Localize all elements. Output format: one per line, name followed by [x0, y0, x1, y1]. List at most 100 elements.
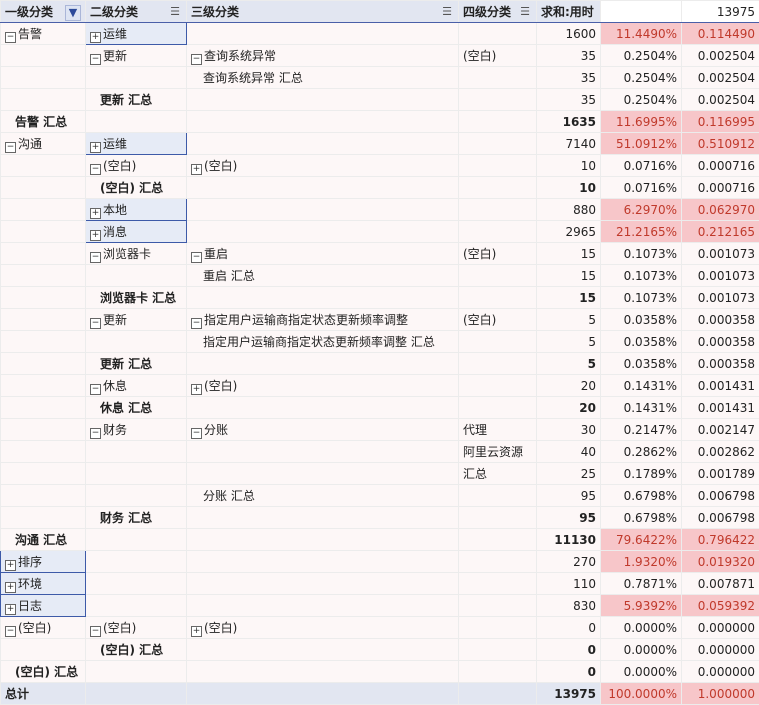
cell-sum[interactable]: 7140 — [537, 133, 601, 155]
cell-level3[interactable]: −重启 — [187, 243, 459, 265]
cell-sum[interactable]: 30 — [537, 419, 601, 441]
cell-level3[interactable]: 分账 汇总 — [187, 485, 459, 507]
cell-level2[interactable] — [86, 529, 187, 551]
cell-level1[interactable] — [1, 639, 86, 661]
cell-percent[interactable]: 0.0000% — [601, 639, 682, 661]
cell-level2[interactable]: +运维 — [86, 133, 187, 155]
cell-level2[interactable]: +本地 — [86, 199, 187, 221]
cell-level4[interactable] — [459, 221, 537, 243]
cell-percent[interactable]: 0.0358% — [601, 309, 682, 331]
cell-sum[interactable]: 5 — [537, 353, 601, 375]
collapse-icon[interactable]: − — [5, 32, 16, 43]
cell-percent[interactable]: 5.9392% — [601, 595, 682, 617]
cell-percent[interactable]: 0.7871% — [601, 573, 682, 595]
cell-level4[interactable] — [459, 199, 537, 221]
cell-level4[interactable] — [459, 23, 537, 45]
cell-ratio[interactable]: 0.796422 — [682, 529, 759, 551]
cell-level4[interactable] — [459, 397, 537, 419]
header-level2[interactable]: 二级分类☰ — [86, 1, 187, 23]
cell-sum[interactable]: 95 — [537, 507, 601, 529]
expand-icon[interactable]: + — [5, 582, 16, 593]
cell-level2[interactable] — [86, 331, 187, 353]
cell-ratio[interactable]: 0.062970 — [682, 199, 759, 221]
cell-level4[interactable]: (空白) — [459, 309, 537, 331]
collapse-icon[interactable]: − — [191, 318, 202, 329]
cell-percent[interactable]: 0.0358% — [601, 353, 682, 375]
cell-level3[interactable] — [187, 595, 459, 617]
cell-percent[interactable]: 0.2504% — [601, 89, 682, 111]
header-total-value[interactable]: 13975 — [682, 1, 759, 23]
cell-level3[interactable] — [187, 199, 459, 221]
collapse-icon[interactable]: − — [191, 428, 202, 439]
cell-ratio[interactable]: 0.001431 — [682, 375, 759, 397]
cell-level1[interactable] — [1, 221, 86, 243]
expand-icon[interactable]: + — [90, 142, 101, 153]
cell-ratio[interactable]: 0.001073 — [682, 265, 759, 287]
cell-level2[interactable] — [86, 265, 187, 287]
cell-ratio[interactable]: 0.002862 — [682, 441, 759, 463]
cell-ratio[interactable]: 0.001431 — [682, 397, 759, 419]
collapse-icon[interactable]: − — [90, 164, 101, 175]
cell-percent[interactable]: 0.2147% — [601, 419, 682, 441]
cell-level4[interactable] — [459, 639, 537, 661]
cell-ratio[interactable]: 0.000358 — [682, 331, 759, 353]
cell-percent[interactable]: 0.1073% — [601, 243, 682, 265]
cell-level1[interactable] — [1, 463, 86, 485]
cell-sum[interactable]: 25 — [537, 463, 601, 485]
cell-sum[interactable]: 0 — [537, 661, 601, 683]
cell-level4[interactable]: (空白) — [459, 45, 537, 67]
cell-level2[interactable] — [86, 573, 187, 595]
cell-percent[interactable]: 0.6798% — [601, 507, 682, 529]
cell-sum[interactable]: 880 — [537, 199, 601, 221]
cell-level3[interactable] — [187, 221, 459, 243]
cell-percent[interactable]: 0.1789% — [601, 463, 682, 485]
cell-level4[interactable] — [459, 287, 537, 309]
cell-level1[interactable] — [1, 331, 86, 353]
filter-lines-icon[interactable]: ☰ — [168, 5, 182, 19]
cell-level2[interactable] — [86, 111, 187, 133]
cell-ratio[interactable]: 0.000000 — [682, 617, 759, 639]
cell-sum[interactable]: 10 — [537, 155, 601, 177]
grand-total-empty[interactable] — [187, 683, 459, 705]
cell-level2[interactable]: +运维 — [86, 23, 187, 45]
cell-level1[interactable] — [1, 419, 86, 441]
cell-level2[interactable] — [86, 551, 187, 573]
cell-level2[interactable]: 更新 汇总 — [86, 89, 187, 111]
cell-percent[interactable]: 0.1073% — [601, 287, 682, 309]
cell-level1[interactable]: 沟通 汇总 — [1, 529, 86, 551]
cell-level2[interactable] — [86, 463, 187, 485]
cell-level4[interactable] — [459, 551, 537, 573]
cell-level2[interactable] — [86, 661, 187, 683]
cell-level1[interactable] — [1, 265, 86, 287]
cell-level3[interactable] — [187, 507, 459, 529]
cell-level3[interactable]: −指定用户运输商指定状态更新频率调整 — [187, 309, 459, 331]
cell-sum[interactable]: 35 — [537, 45, 601, 67]
cell-level4[interactable] — [459, 595, 537, 617]
cell-level3[interactable] — [187, 551, 459, 573]
grand-total-ratio[interactable]: 1.000000 — [682, 683, 759, 705]
cell-sum[interactable]: 0 — [537, 639, 601, 661]
cell-percent[interactable]: 1.9320% — [601, 551, 682, 573]
expand-icon[interactable]: + — [90, 208, 101, 219]
cell-level1[interactable] — [1, 353, 86, 375]
cell-level1[interactable] — [1, 375, 86, 397]
expand-icon[interactable]: + — [191, 164, 202, 175]
cell-level4[interactable] — [459, 661, 537, 683]
cell-ratio[interactable]: 0.114490 — [682, 23, 759, 45]
cell-ratio[interactable]: 0.007871 — [682, 573, 759, 595]
cell-sum[interactable]: 40 — [537, 441, 601, 463]
expand-icon[interactable]: + — [5, 560, 16, 571]
cell-level3[interactable] — [187, 287, 459, 309]
cell-percent[interactable]: 0.1073% — [601, 265, 682, 287]
filter-lines-icon[interactable]: ☰ — [440, 5, 454, 19]
cell-percent[interactable]: 51.0912% — [601, 133, 682, 155]
cell-level2[interactable]: −更新 — [86, 45, 187, 67]
cell-sum[interactable]: 20 — [537, 397, 601, 419]
collapse-icon[interactable]: − — [90, 54, 101, 65]
expand-icon[interactable]: + — [191, 626, 202, 637]
collapse-icon[interactable]: − — [191, 252, 202, 263]
expand-icon[interactable]: + — [5, 604, 16, 615]
cell-level2[interactable]: −更新 — [86, 309, 187, 331]
cell-level1[interactable]: +环境 — [1, 573, 86, 595]
cell-level1[interactable] — [1, 507, 86, 529]
